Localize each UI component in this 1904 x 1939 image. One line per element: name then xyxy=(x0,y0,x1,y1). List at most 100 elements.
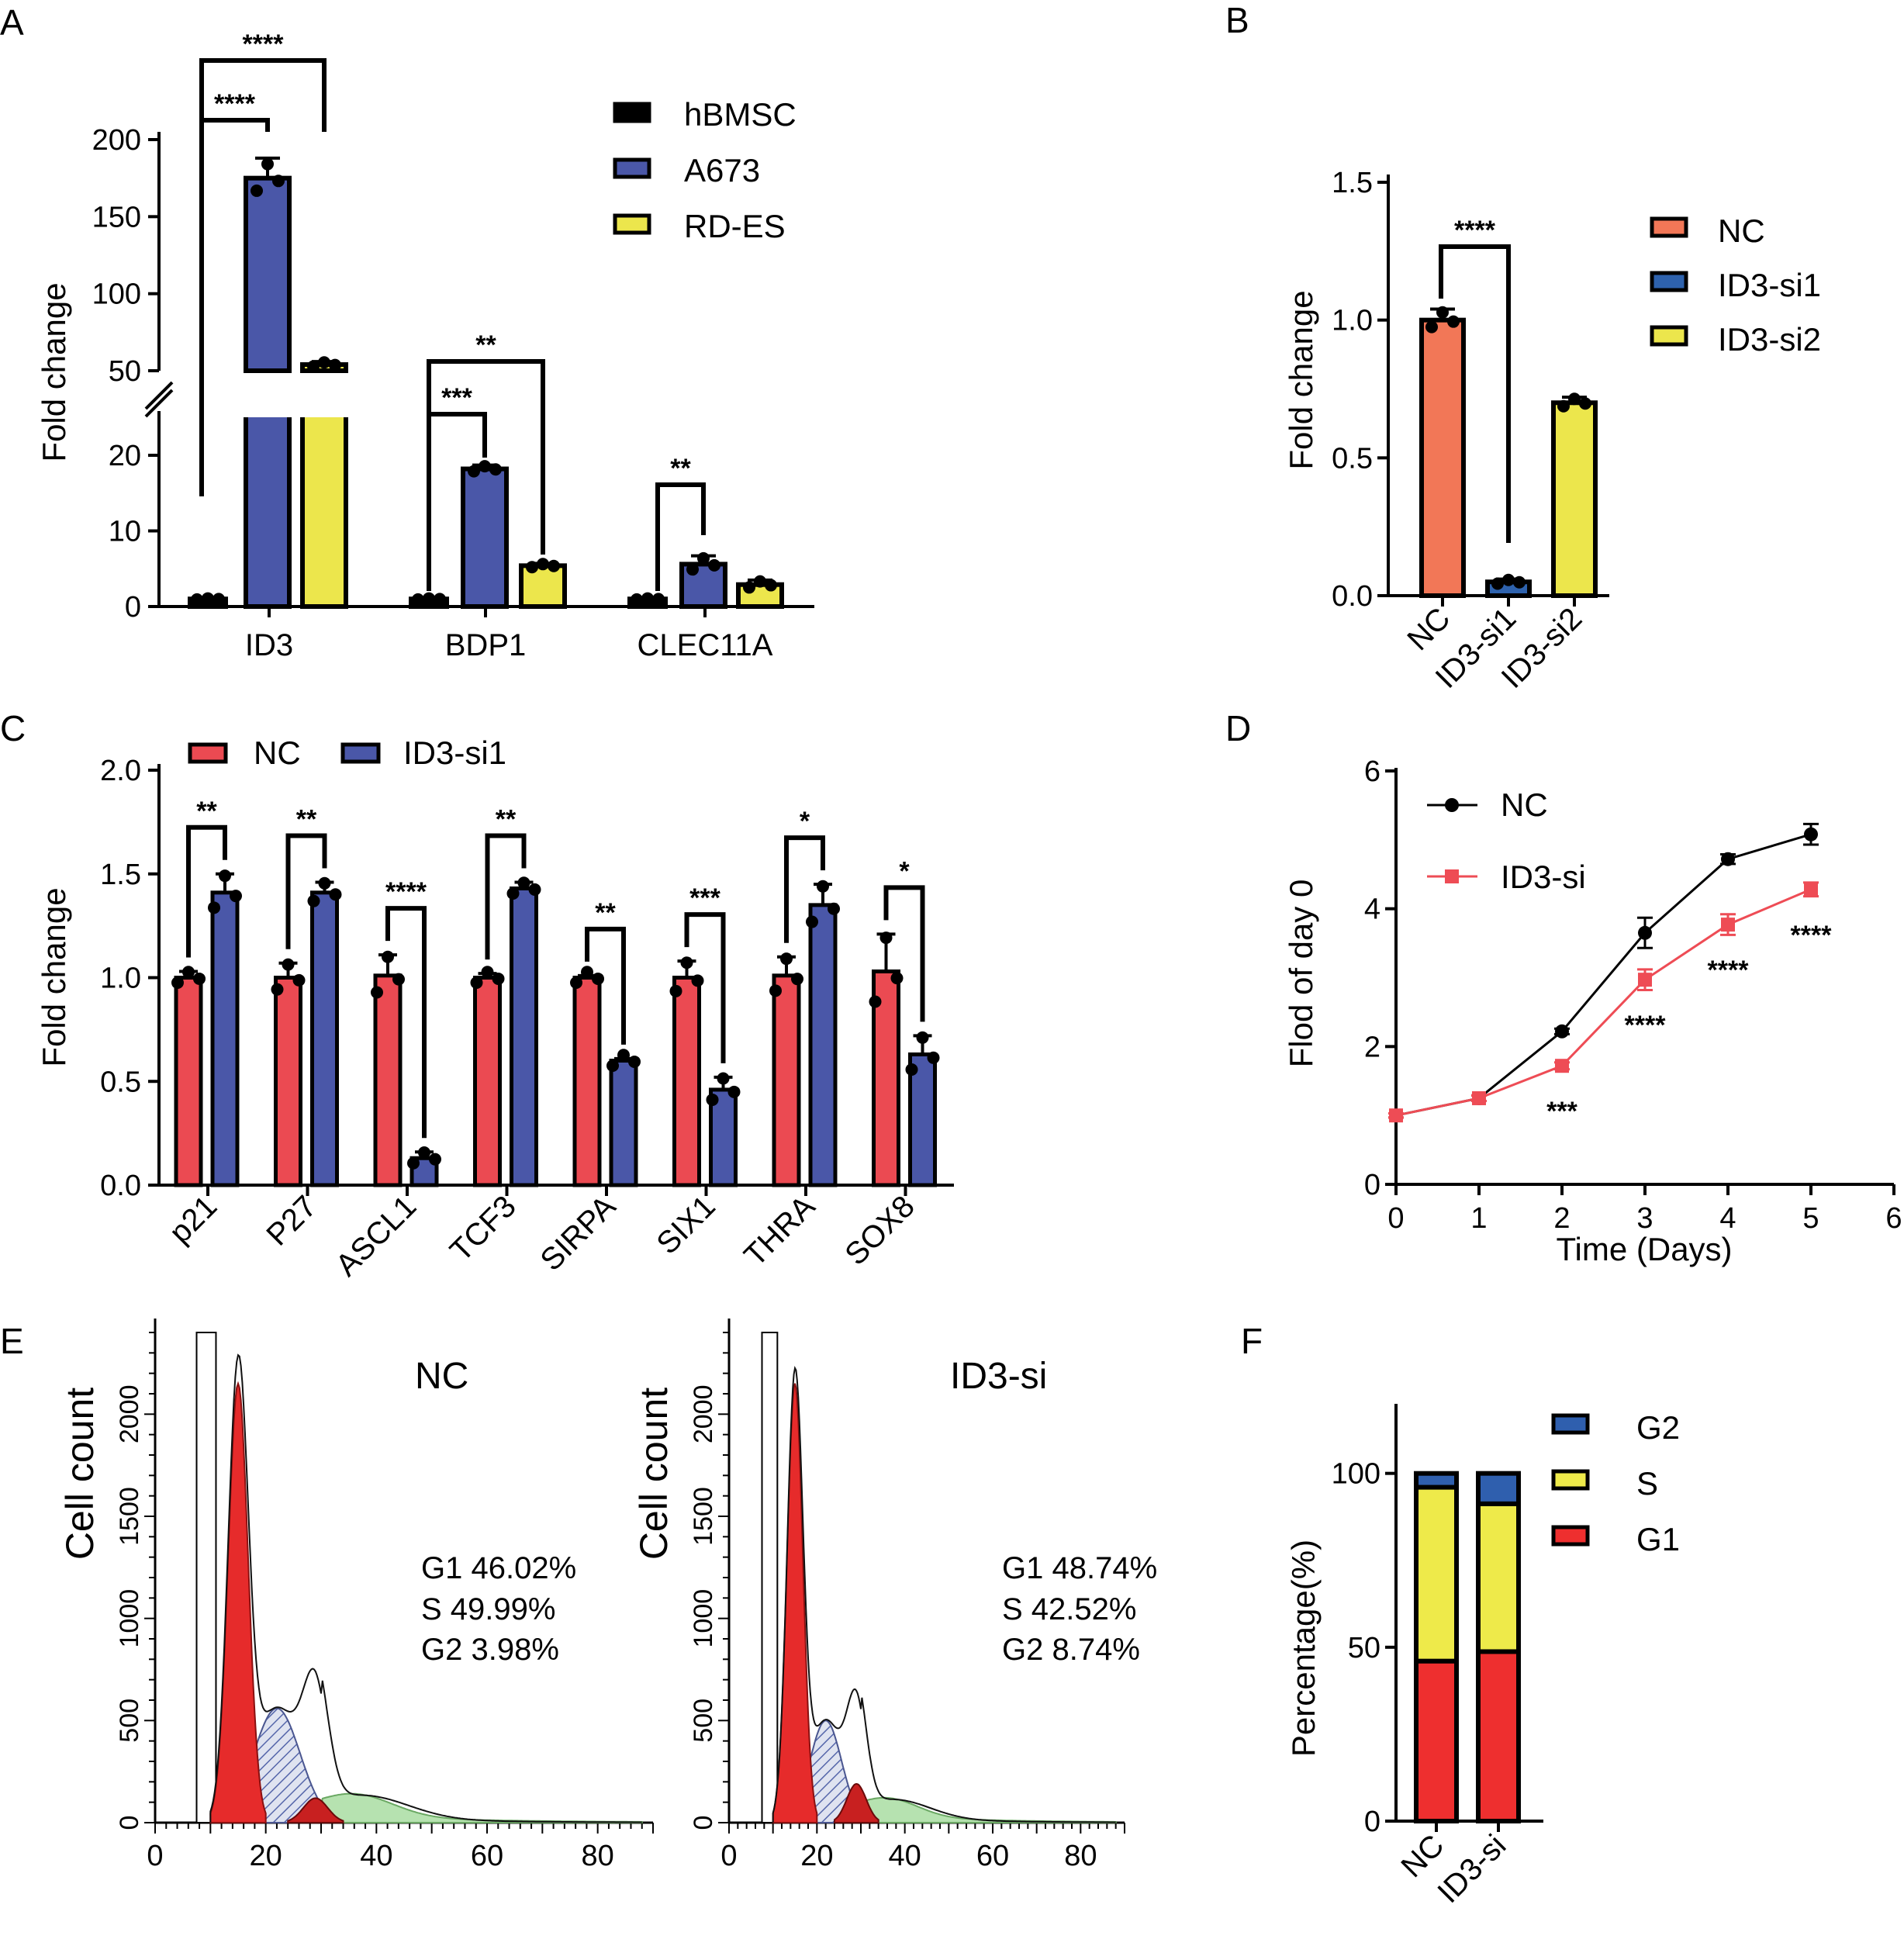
y-tick-label: 1.0 xyxy=(100,963,141,995)
significance-label: **** xyxy=(243,29,285,59)
legend-swatch xyxy=(1650,216,1688,238)
x-tick-label: 80 xyxy=(582,1840,614,1872)
data-point xyxy=(1425,320,1438,334)
axis-break-mark xyxy=(144,389,174,418)
data-point xyxy=(272,175,285,188)
panel-b: B 0.0 0.5 1.0 1.5 Fold change NC ID3-si1 ID3-si2… xyxy=(1225,0,1821,695)
data-point xyxy=(617,1049,630,1062)
y-tick-label: 0.5 xyxy=(1332,442,1373,475)
data-point xyxy=(481,966,494,979)
data-point xyxy=(628,1055,641,1068)
data-point xyxy=(418,1146,430,1160)
data-point xyxy=(1638,925,1652,940)
data-point xyxy=(606,1059,619,1073)
data-point xyxy=(1502,573,1515,586)
bar xyxy=(808,903,838,1187)
panel-letter: A xyxy=(0,2,24,43)
y-tick-label: 2 xyxy=(1364,1031,1380,1063)
stacked-bar-segment xyxy=(1476,1471,1521,1506)
y-tick-label: 0.0 xyxy=(1332,580,1373,613)
bar xyxy=(772,973,801,1187)
data-point xyxy=(1447,315,1460,328)
data-point xyxy=(271,983,284,996)
x-tick-label: CLEC11A xyxy=(638,628,773,662)
phase-percentage: G2 8.74% xyxy=(1002,1633,1140,1667)
data-point xyxy=(548,559,560,572)
legend-label: NC xyxy=(1718,213,1765,249)
significance-bracket xyxy=(285,833,327,949)
data-point xyxy=(434,593,446,606)
x-tick-label: 1 xyxy=(1470,1202,1487,1235)
legend-label: NC xyxy=(254,734,301,771)
legend-marker xyxy=(1445,869,1459,883)
data-point xyxy=(743,581,755,594)
bar xyxy=(1551,400,1598,598)
y-axis-label: Fold change xyxy=(36,282,72,461)
data-point xyxy=(697,551,710,565)
significance-label: ** xyxy=(475,330,496,360)
x-tick-label: 3 xyxy=(1636,1202,1653,1235)
bar xyxy=(672,976,701,1187)
data-point xyxy=(765,579,777,592)
data-point xyxy=(429,1153,441,1166)
y-tick-label: 50 xyxy=(1348,1632,1380,1664)
x-tick-label: 40 xyxy=(360,1840,392,1872)
data-point xyxy=(371,986,383,999)
stacked-bar-segment xyxy=(1414,1484,1459,1664)
legend-label: ID3-si1 xyxy=(403,734,506,771)
histogram-title: NC xyxy=(415,1356,468,1397)
data-point xyxy=(329,358,341,372)
y-tick-label: 500 xyxy=(115,1699,144,1743)
x-tick-label: 60 xyxy=(976,1840,1009,1872)
y-tick-label: 2.0 xyxy=(100,755,141,787)
y-axis-label: Cell count xyxy=(58,1388,102,1560)
histogram-title: ID3-si xyxy=(950,1356,1047,1397)
data-point xyxy=(282,958,295,971)
data-point xyxy=(202,592,214,605)
x-tick-label: BDP1 xyxy=(445,628,527,662)
data-point xyxy=(631,593,643,606)
series-line xyxy=(1395,888,1812,1117)
y-tick-label: 1.5 xyxy=(100,859,141,891)
significance-bracket xyxy=(199,118,270,496)
legend-swatch xyxy=(340,742,381,764)
y-tick-label: 1500 xyxy=(689,1487,718,1546)
y-tick-label: 0 xyxy=(1364,1806,1380,1838)
axis-break-gap xyxy=(242,382,293,417)
legend-swatch xyxy=(1551,1413,1590,1435)
data-point xyxy=(307,360,320,373)
data-point xyxy=(479,460,491,473)
y-tick-label: 6 xyxy=(1364,755,1380,788)
data-point xyxy=(592,972,604,985)
panel-letter: B xyxy=(1225,0,1249,40)
data-point xyxy=(890,972,904,985)
significance-bracket xyxy=(655,482,706,591)
bar xyxy=(244,175,292,373)
data-point xyxy=(251,184,263,197)
data-point xyxy=(791,973,803,986)
y-tick-label: 1000 xyxy=(115,1589,144,1648)
data-point xyxy=(1436,306,1449,319)
significance-label: ** xyxy=(496,804,517,834)
significance-label: *** xyxy=(689,883,720,913)
legend-label: A673 xyxy=(684,152,760,188)
data-point xyxy=(307,894,320,907)
data-point xyxy=(1389,1108,1403,1123)
data-point xyxy=(1472,1090,1486,1105)
data-point xyxy=(191,593,203,606)
data-point xyxy=(1555,1059,1569,1073)
data-point xyxy=(412,593,424,606)
legend-label: G2 xyxy=(1636,1409,1680,1446)
data-point xyxy=(905,1063,918,1076)
bar xyxy=(310,890,339,1187)
bar xyxy=(572,976,602,1187)
y-tick-label: 0 xyxy=(1364,1169,1380,1201)
y-tick-label: 0 xyxy=(115,1816,144,1830)
x-tick-label: 0 xyxy=(720,1840,737,1872)
bar xyxy=(609,1059,638,1187)
histogram-nc: 0 500 1000 1500 2000 0 20 40 60 80 Cell count NC G1 … xyxy=(58,1319,654,1872)
x-tick-label: ASCL1 xyxy=(330,1189,423,1283)
y-tick-label: 20 xyxy=(109,440,141,472)
